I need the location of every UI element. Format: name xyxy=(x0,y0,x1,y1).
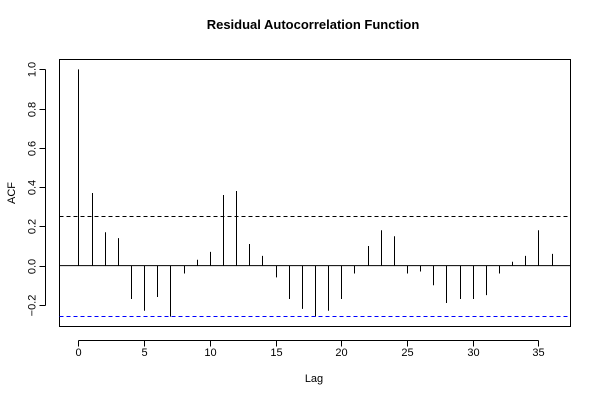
x-axis: 0 5 10 15 20 25 30 35 xyxy=(75,340,545,359)
x-tick-label: 35 xyxy=(532,347,544,359)
y-axis: −0.2 0.0 0.2 0.4 0.6 0.8 1.0 xyxy=(27,62,46,317)
acf-bars xyxy=(59,69,571,317)
y-tick-label: 0.0 xyxy=(27,259,39,274)
x-tick-label: 20 xyxy=(335,347,347,359)
x-tick-label: 5 xyxy=(141,347,147,359)
confidence-bands xyxy=(59,216,571,317)
x-tick-label: 30 xyxy=(467,347,479,359)
y-axis-label: ACF xyxy=(6,182,18,204)
x-tick-label: 25 xyxy=(401,347,413,359)
y-tick-label: 1.0 xyxy=(27,62,39,77)
plot-frame xyxy=(59,59,571,327)
y-tick-label: 0.2 xyxy=(27,219,39,234)
y-tick-label: 0.8 xyxy=(27,102,39,117)
x-axis-label: Lag xyxy=(305,373,323,385)
y-tick-label: −0.2 xyxy=(27,295,39,317)
x-tick-label: 15 xyxy=(270,347,282,359)
y-tick-label: 0.4 xyxy=(27,180,39,195)
y-tick-label: 0.6 xyxy=(27,141,39,156)
chart-title: Residual Autocorrelation Function xyxy=(207,17,420,32)
x-tick-label: 0 xyxy=(75,347,81,359)
x-tick-label: 10 xyxy=(204,347,216,359)
